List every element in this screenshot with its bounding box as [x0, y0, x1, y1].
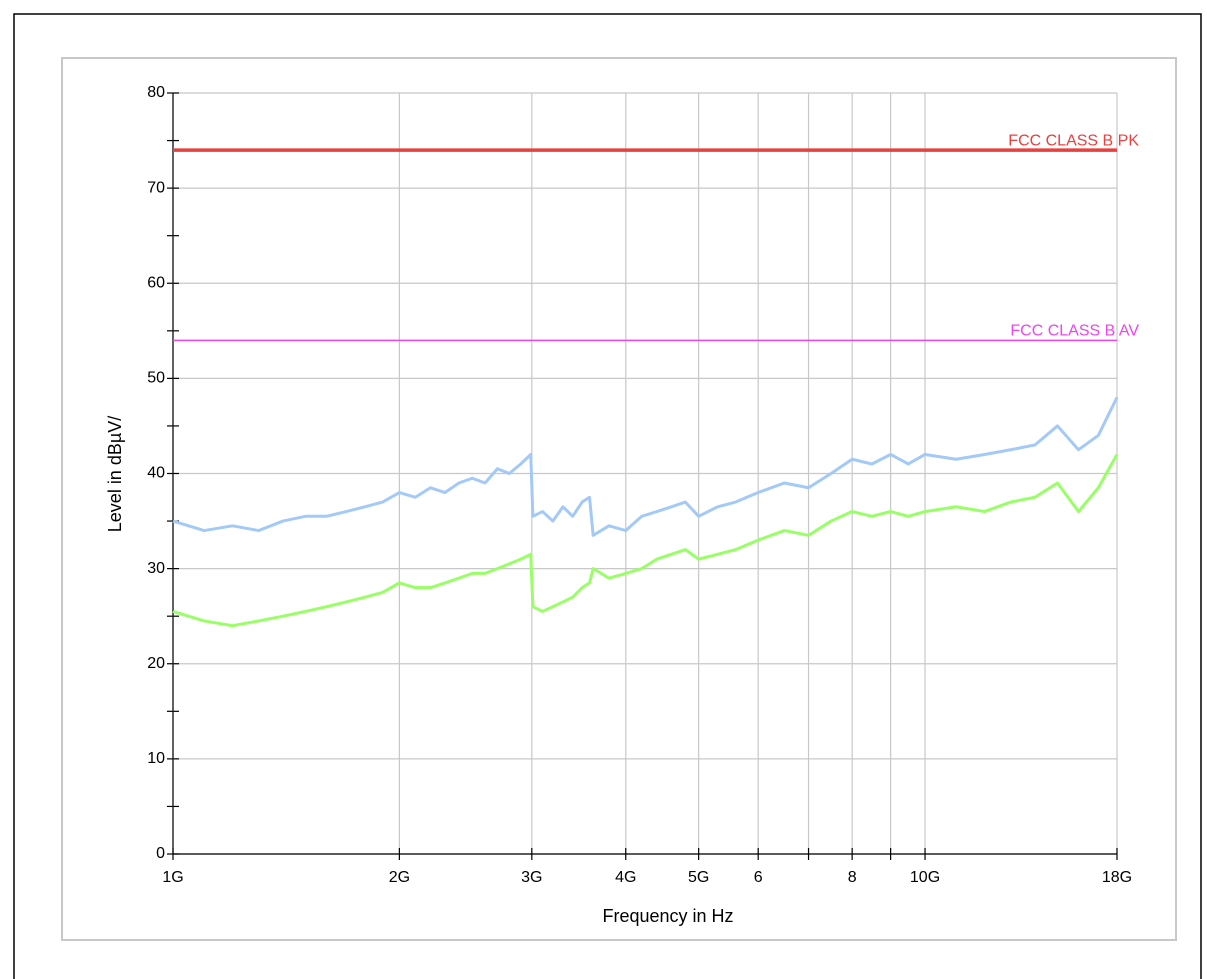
- x-tick-label: 6: [754, 869, 763, 886]
- y-tick-label: 20: [147, 655, 165, 672]
- x-tick-label: 2G: [389, 869, 410, 886]
- chart-frame: [61, 57, 1177, 941]
- limit-label: FCC CLASS B PK: [1008, 132, 1139, 149]
- x-tick-label: 4G: [615, 869, 636, 886]
- y-tick-label: 70: [147, 179, 165, 196]
- x-tick-label: 18G: [1102, 869, 1132, 886]
- y-tick-label: 0: [156, 845, 165, 862]
- limit-label: FCC CLASS B AV: [1010, 323, 1139, 340]
- x-tick-label: 8: [848, 869, 857, 886]
- trace: [172, 396, 1119, 537]
- y-tick-label: 40: [147, 465, 165, 482]
- x-tick-label: 1G: [162, 869, 183, 886]
- x-tick-label: 10G: [910, 869, 940, 886]
- y-tick-label: 30: [147, 560, 165, 577]
- y-tick-label: 10: [147, 750, 165, 767]
- trace: [172, 453, 1119, 628]
- y-axis-title: Level in dBµV/: [105, 416, 125, 532]
- y-tick-label: 60: [147, 274, 165, 291]
- y-tick-label: 50: [147, 370, 165, 387]
- x-axis-title: Frequency in Hz: [602, 906, 733, 926]
- outer-border: [13, 13, 1202, 979]
- x-tick-label: 3G: [521, 869, 542, 886]
- y-tick-label: 80: [147, 84, 165, 101]
- x-tick-label: 5G: [688, 869, 709, 886]
